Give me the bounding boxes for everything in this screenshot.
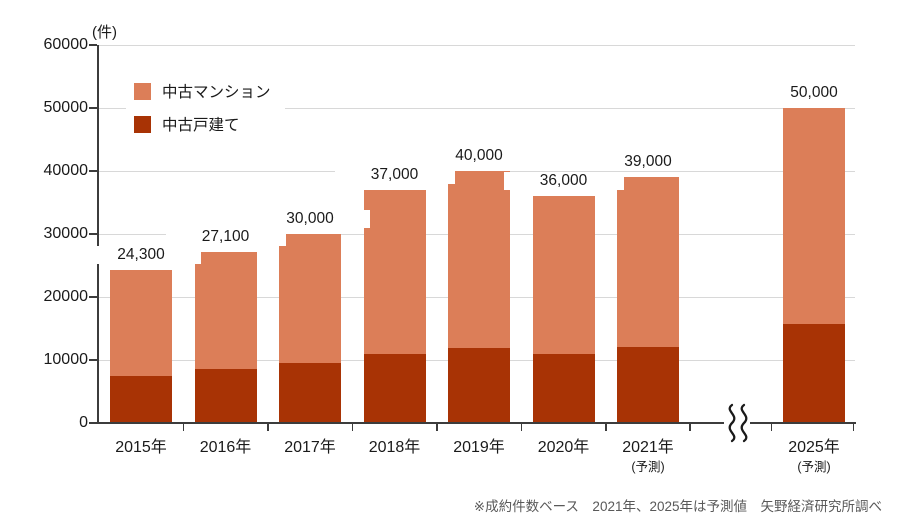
y-axis-tick-30000 — [89, 233, 97, 235]
y-axis-tick-10000 — [89, 359, 97, 361]
bar-value-label-2020年: 36,000 — [503, 172, 624, 191]
gridline-50000 — [98, 107, 855, 109]
bar-value-label-2015年: 24,300 — [81, 245, 201, 264]
bar-value-label-2025年: 50,000 — [754, 84, 874, 102]
x-axis-tick-7 — [770, 423, 773, 431]
x-axis-label-2025年: 2025年 — [788, 439, 840, 456]
y-axis-tick-50000 — [89, 107, 97, 109]
source-footnote: ※成約件数ベース 2021年、2025年は予測値 矢野経済研究所調べ — [473, 499, 882, 514]
x-axis-tick-1 — [267, 423, 269, 431]
bar-2021年-kodate — [617, 347, 679, 423]
x-axis-tick-0 — [182, 423, 185, 431]
bar-2015年-kodate — [110, 376, 172, 423]
y-axis-unit-label: (件) — [92, 24, 117, 41]
x-axis-tick-8 — [852, 423, 855, 431]
legend-swatch-mansion-icon — [134, 82, 151, 100]
x-axis-label-2021年: 2021年 — [622, 439, 674, 456]
y-axis-tick-40000 — [89, 170, 97, 172]
y-axis-line — [97, 45, 99, 424]
x-axis-line-1 — [750, 422, 856, 424]
y-axis-tick-label: 30000 — [43, 225, 89, 242]
x-axis-label-2015年: 2015年 — [115, 439, 167, 456]
axis-break-icon — [728, 403, 748, 443]
x-axis-label-2019年: 2019年 — [453, 439, 505, 456]
bar-2016年-mansion — [194, 252, 257, 370]
x-axis-tick-3 — [436, 423, 438, 431]
bar-2018年-kodate — [363, 354, 426, 423]
x-axis-label-2020年: 2020年 — [537, 439, 590, 456]
y-axis-tick-20000 — [89, 296, 97, 298]
bar-2018年-mansion — [363, 189, 426, 355]
legend-label-kodate: 中古戸建て — [162, 117, 240, 134]
x-axis-label-2016年: 2016年 — [199, 439, 252, 456]
bar-2019年-mansion — [448, 171, 510, 349]
bar-value-label-2018年: 37,000 — [334, 165, 455, 184]
legend-item-mansion: 中古マンション — [134, 80, 271, 102]
bar-2020年-kodate — [532, 354, 595, 423]
y-axis-tick-label: 10000 — [43, 351, 89, 368]
x-axis-label-2017年: 2017年 — [284, 439, 336, 456]
x-axis-note-2021年: (予測) — [631, 460, 665, 474]
x-axis-tick-6 — [689, 423, 691, 431]
bar-value-label-2017年: 30,000 — [250, 210, 370, 228]
legend-label-mansion: 中古マンション — [162, 84, 271, 101]
x-axis-tick-5 — [605, 423, 607, 431]
bar-2016年-kodate — [194, 369, 257, 423]
bar-2025年-mansion — [783, 108, 845, 325]
bar-2020年-mansion — [532, 196, 595, 355]
y-axis-tick-label: 50000 — [43, 99, 89, 116]
bar-2021年-mansion — [617, 177, 679, 348]
bar-2019年-kodate — [448, 348, 510, 423]
legend: 中古マンション 中古戸建て — [126, 75, 285, 148]
y-axis-tick-label: 40000 — [43, 162, 89, 179]
bar-2017年-mansion — [279, 234, 341, 364]
x-axis-tick-2 — [351, 423, 354, 431]
y-axis-tick-60000 — [89, 44, 97, 46]
y-axis-tick-0 — [89, 422, 97, 424]
bar-value-label-2019年: 40,000 — [419, 147, 539, 165]
y-axis-tick-label: 20000 — [43, 288, 89, 305]
bar-2017年-kodate — [279, 363, 341, 423]
x-axis-tick-4 — [520, 423, 523, 431]
legend-swatch-kodate-icon — [134, 115, 151, 133]
bar-value-label-2021年: 39,000 — [588, 153, 708, 172]
y-axis-tick-label: 0 — [79, 414, 88, 431]
bar-2025年-kodate — [783, 324, 845, 423]
x-axis-label-2018年: 2018年 — [368, 439, 421, 456]
y-axis-tick-label: 60000 — [43, 36, 89, 53]
legend-item-kodate: 中古戸建て — [134, 113, 271, 135]
x-axis-note-2025年: (予測) — [797, 460, 831, 474]
gridline-60000 — [98, 44, 855, 46]
bar-2015年-mansion — [110, 269, 172, 377]
x-axis-line-0 — [98, 422, 724, 424]
bar-value-label-2016年: 27,100 — [165, 228, 286, 247]
